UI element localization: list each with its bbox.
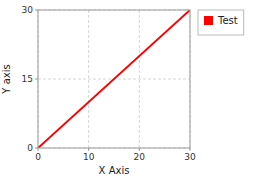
x-tick [139,148,140,151]
y-tick-label: 0 [27,143,33,153]
legend-box [198,10,244,35]
y-tick [35,10,38,11]
x-tick [190,148,191,151]
x-tick [88,148,89,151]
y-axis-label: Y axis [1,64,12,94]
plot-area [38,10,190,148]
grid [38,10,190,148]
data-layer [38,10,190,148]
y-tick-label: 30 [22,5,34,15]
axes: 0 10 20 30 0 15 30 [22,5,196,162]
x-tick-label: 30 [184,152,196,162]
y-tick [35,148,38,149]
chart-container: 0 10 20 30 0 15 30 X Axis Y axis Test [0,0,270,186]
x-tick-label: 10 [83,152,95,162]
x-axis-label: X Axis [99,165,130,176]
plot-frame [38,10,190,148]
x-tick-label: 0 [35,152,41,162]
legend-label: Test [217,15,238,26]
y-tick [35,79,38,80]
y-tick-label: 15 [22,74,33,84]
legend-swatch [204,16,213,25]
series-line [38,10,190,148]
chart-svg: 0 10 20 30 0 15 30 X Axis Y axis Test [0,0,270,186]
x-tick-label: 20 [134,152,146,162]
legend: Test [198,10,244,35]
